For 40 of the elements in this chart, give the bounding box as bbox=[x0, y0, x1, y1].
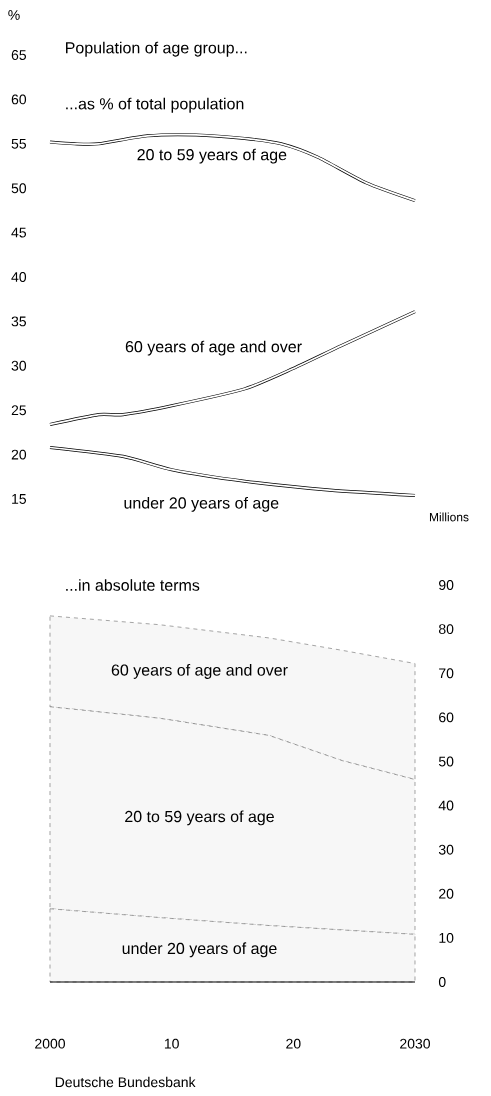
x-tick-label: 2000 bbox=[35, 1038, 66, 1049]
y-tick-label: 60 bbox=[11, 94, 27, 105]
y-tick-label: 30 bbox=[438, 844, 454, 855]
line-series bbox=[48, 310, 417, 426]
x-tick-label: 20 bbox=[286, 1038, 301, 1049]
y-tick-label: 40 bbox=[438, 800, 454, 811]
series-label: 20 to 59 years of age bbox=[137, 148, 287, 164]
y-axis-title: Millions bbox=[429, 512, 469, 522]
y-tick-label: 30 bbox=[11, 360, 27, 371]
y-tick-label: 55 bbox=[11, 138, 27, 149]
x-tick-label: 2030 bbox=[400, 1038, 431, 1049]
y-tick-label: 60 bbox=[439, 712, 454, 723]
y-tick-label: 20 bbox=[439, 888, 454, 899]
y-tick-label: 20 bbox=[11, 449, 27, 460]
y-tick-label: 70 bbox=[439, 668, 454, 679]
y-tick-label: 40 bbox=[11, 272, 27, 282]
series-label: 20 to 59 years of age bbox=[125, 810, 274, 826]
y-tick-label: 25 bbox=[11, 405, 27, 416]
y-tick-label: 50 bbox=[438, 756, 454, 767]
text: Deutsche Bundesbank bbox=[55, 1076, 196, 1088]
chart-title: ...in absolute terms bbox=[66, 579, 200, 591]
y-tick-label: 45 bbox=[11, 227, 27, 238]
y-tick-label: 65 bbox=[11, 50, 27, 60]
text: ...as % of total population bbox=[66, 97, 244, 113]
y-tick-label: 50 bbox=[11, 183, 27, 194]
line-series bbox=[48, 133, 417, 203]
y-tick-label: 0 bbox=[438, 977, 446, 987]
series-label: under 20 years of age bbox=[122, 942, 277, 958]
line-series bbox=[48, 445, 417, 497]
series-label: 60 years of age and over bbox=[111, 664, 288, 679]
y-tick-label: 10 bbox=[439, 932, 454, 943]
y-tick-label: 15 bbox=[12, 494, 27, 504]
y-axis-title: % bbox=[8, 10, 20, 20]
series-label: 60 years of age and over bbox=[125, 340, 302, 356]
series-label: under 20 years of age bbox=[124, 496, 279, 512]
y-tick-label: 80 bbox=[438, 624, 454, 635]
chart-title: Population of age group... bbox=[66, 41, 247, 57]
y-tick-label: 35 bbox=[11, 316, 27, 327]
x-tick-label: 10 bbox=[164, 1038, 179, 1049]
y-tick-label: 90 bbox=[439, 580, 454, 590]
